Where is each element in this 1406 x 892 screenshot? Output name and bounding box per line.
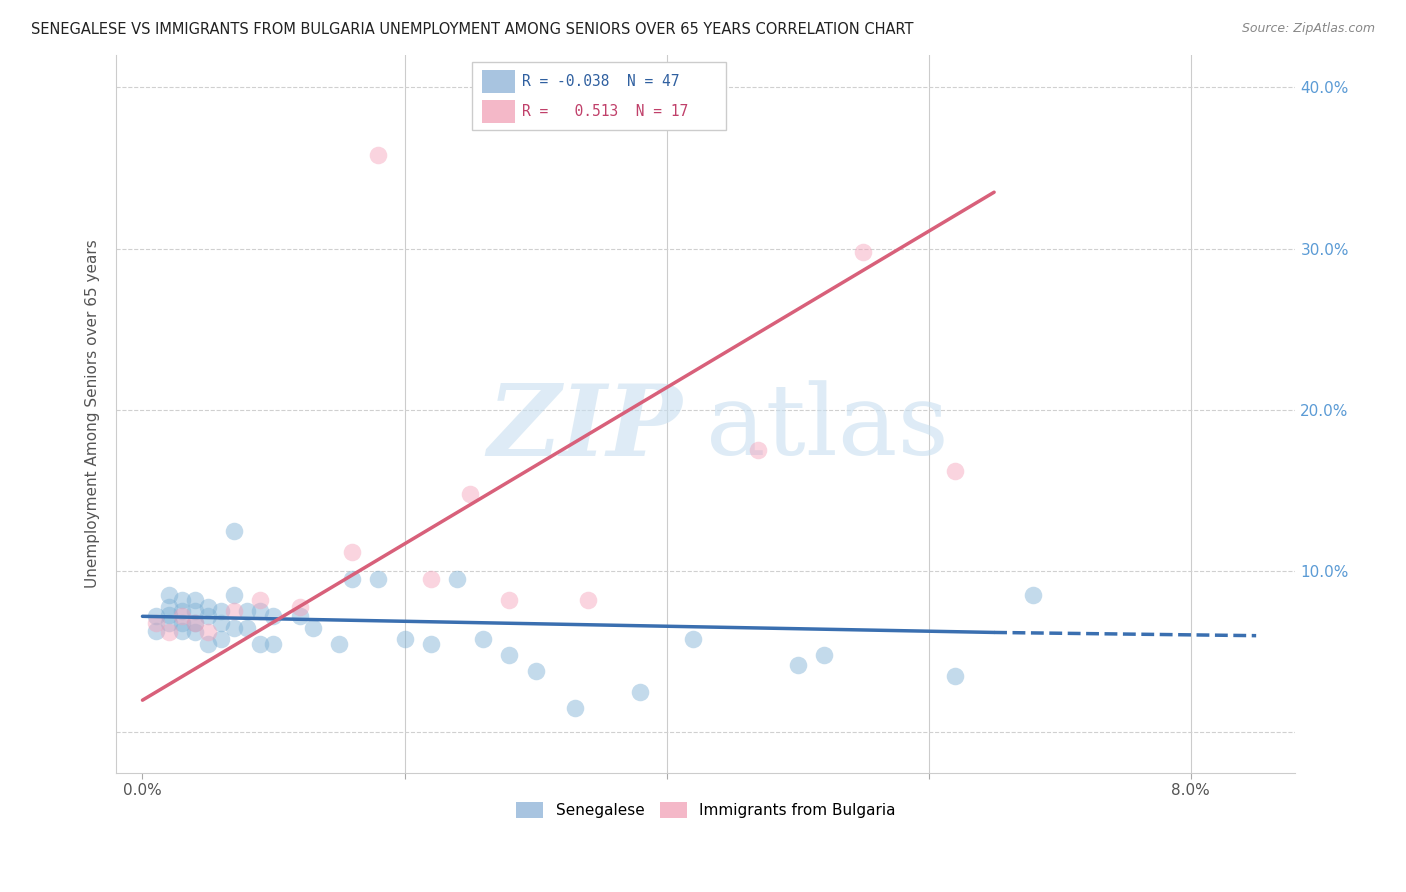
Point: [446, 572, 468, 586]
Point: [288, 599, 311, 614]
Text: ZIP: ZIP: [488, 380, 682, 476]
Point: [170, 624, 193, 638]
Y-axis label: Unemployment Among Seniors over 65 years: Unemployment Among Seniors over 65 years: [86, 240, 100, 589]
Point: [197, 625, 219, 640]
Point: [209, 632, 232, 646]
FancyBboxPatch shape: [482, 100, 515, 123]
Point: [145, 624, 167, 638]
Point: [628, 685, 651, 699]
Point: [564, 701, 586, 715]
Text: Source: ZipAtlas.com: Source: ZipAtlas.com: [1241, 22, 1375, 36]
Point: [184, 593, 207, 607]
Point: [236, 621, 259, 635]
Text: R =   0.513  N = 17: R = 0.513 N = 17: [522, 104, 688, 120]
Point: [170, 615, 193, 630]
Point: [157, 615, 180, 630]
Point: [576, 593, 599, 607]
Point: [419, 637, 441, 651]
Point: [157, 588, 180, 602]
Point: [813, 648, 835, 662]
Point: [301, 621, 323, 635]
Text: atlas: atlas: [706, 380, 949, 476]
Point: [419, 572, 441, 586]
Point: [184, 625, 207, 640]
Point: [682, 632, 704, 646]
Point: [394, 632, 416, 646]
Point: [498, 593, 520, 607]
Point: [209, 615, 232, 630]
Point: [249, 637, 271, 651]
Point: [249, 605, 271, 619]
Point: [786, 657, 808, 672]
FancyBboxPatch shape: [482, 70, 515, 93]
Point: [472, 632, 495, 646]
Legend: Senegalese, Immigrants from Bulgaria: Senegalese, Immigrants from Bulgaria: [508, 795, 904, 826]
Point: [852, 244, 875, 259]
Point: [340, 545, 363, 559]
Point: [458, 487, 481, 501]
Point: [224, 588, 246, 602]
Point: [328, 637, 350, 651]
Point: [263, 609, 285, 624]
Point: [249, 593, 271, 607]
Point: [157, 607, 180, 622]
Point: [943, 464, 966, 478]
Point: [288, 609, 311, 624]
Point: [747, 443, 769, 458]
Point: [1022, 588, 1045, 602]
Point: [943, 669, 966, 683]
Point: [367, 148, 389, 162]
Point: [224, 621, 246, 635]
Point: [197, 599, 219, 614]
Point: [340, 572, 363, 586]
Point: [224, 605, 246, 619]
Point: [524, 664, 547, 678]
Point: [145, 615, 167, 630]
Point: [157, 599, 180, 614]
Point: [367, 572, 389, 586]
Point: [170, 605, 193, 619]
Point: [157, 625, 180, 640]
Text: R = -0.038  N = 47: R = -0.038 N = 47: [522, 74, 679, 89]
Point: [184, 605, 207, 619]
Point: [170, 593, 193, 607]
Point: [197, 609, 219, 624]
Text: SENEGALESE VS IMMIGRANTS FROM BULGARIA UNEMPLOYMENT AMONG SENIORS OVER 65 YEARS : SENEGALESE VS IMMIGRANTS FROM BULGARIA U…: [31, 22, 914, 37]
Point: [224, 524, 246, 538]
Point: [184, 615, 207, 630]
Point: [263, 637, 285, 651]
Point: [184, 615, 207, 630]
FancyBboxPatch shape: [472, 62, 725, 130]
Point: [498, 648, 520, 662]
Point: [209, 605, 232, 619]
Point: [170, 609, 193, 624]
Point: [236, 605, 259, 619]
Point: [197, 637, 219, 651]
Point: [145, 609, 167, 624]
